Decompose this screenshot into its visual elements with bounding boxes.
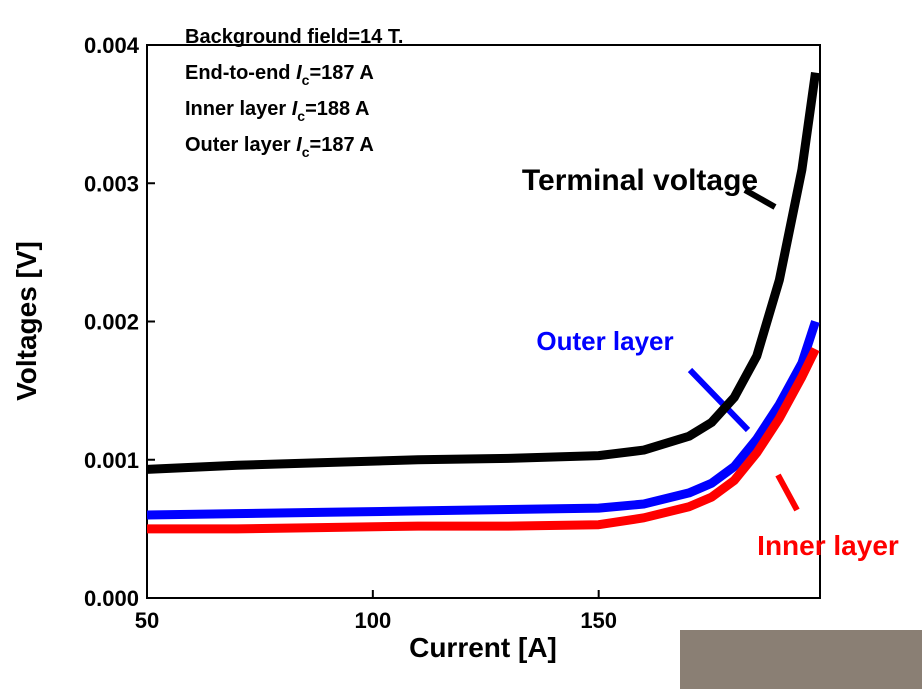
line-series xyxy=(146,320,820,520)
annotation: Outer layer Ic=187 A xyxy=(185,134,374,160)
x-tick-label: 150 xyxy=(580,608,617,633)
series-label: Inner layer xyxy=(757,530,899,561)
annotation-subscript: c xyxy=(302,72,310,88)
y-tick-label: 0.003 xyxy=(84,171,139,196)
annotation-text: Inner layer xyxy=(185,98,292,120)
annotation-suffix: =188 A xyxy=(305,98,369,120)
annotation-symbol: I xyxy=(292,98,298,120)
x-axis-label: Current [A] xyxy=(409,632,557,663)
annotation-text: Background field=14 T. xyxy=(185,26,403,48)
annotation: End-to-end Ic=187 A xyxy=(185,62,374,88)
annotation: Inner layer Ic=188 A xyxy=(185,98,369,124)
arrow xyxy=(687,367,751,433)
y-tick-label: 0.001 xyxy=(84,448,139,473)
annotation-symbol: I xyxy=(296,134,302,156)
y-tick-label: 0.000 xyxy=(84,586,139,611)
photo-inset xyxy=(680,630,922,689)
annotation-text: Outer layer xyxy=(185,134,296,156)
y-axis-label: Voltages [V] xyxy=(11,241,42,401)
line-series xyxy=(147,347,820,534)
annotation: Background field=14 T. xyxy=(185,26,403,48)
series-label: Outer layer xyxy=(536,326,673,356)
series-label: Terminal voltage xyxy=(522,164,758,197)
annotation-subscript: c xyxy=(302,144,310,160)
annotation-suffix: =187 A xyxy=(310,134,374,156)
annotation-symbol: I xyxy=(296,62,302,84)
arrow xyxy=(743,187,777,210)
y-tick-label: 0.004 xyxy=(84,33,140,58)
arrow xyxy=(775,473,800,512)
x-tick-label: 100 xyxy=(354,608,391,633)
annotation-text: End-to-end xyxy=(185,62,296,84)
line-series xyxy=(146,72,820,474)
annotation-subscript: c xyxy=(297,108,305,124)
y-tick-label: 0.002 xyxy=(84,310,139,335)
annotation-suffix: =187 A xyxy=(309,62,373,84)
x-tick-label: 50 xyxy=(135,608,159,633)
